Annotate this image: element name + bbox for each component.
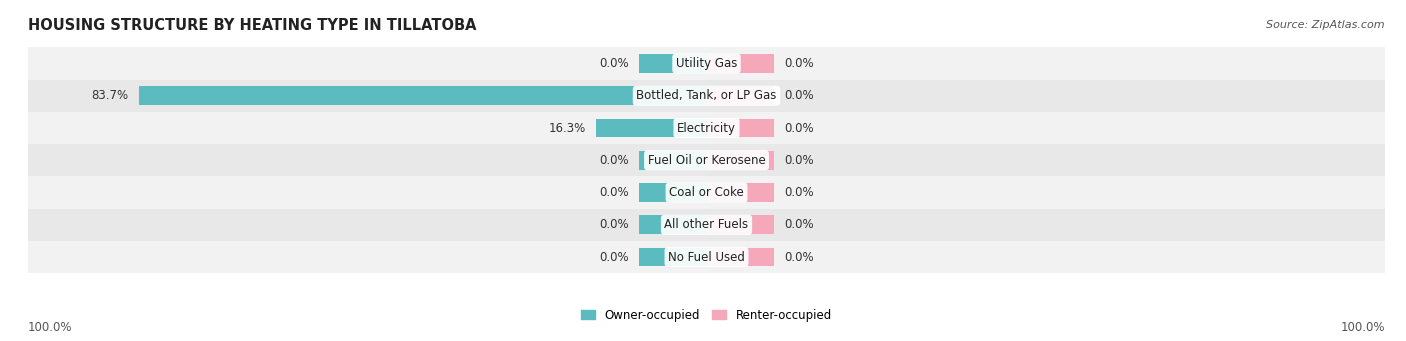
Text: No Fuel Used: No Fuel Used (668, 251, 745, 264)
Text: 0.0%: 0.0% (785, 121, 814, 134)
Bar (638, 248, 707, 266)
Bar (707, 183, 775, 202)
Bar (707, 216, 775, 234)
Text: 0.0%: 0.0% (599, 218, 628, 231)
Bar (28, 209, 1385, 241)
Text: 0.0%: 0.0% (785, 251, 814, 264)
Text: Coal or Coke: Coal or Coke (669, 186, 744, 199)
Bar (28, 80, 1385, 112)
Bar (28, 112, 1385, 144)
Text: Utility Gas: Utility Gas (676, 57, 737, 70)
Bar (638, 183, 707, 202)
Text: 0.0%: 0.0% (599, 154, 628, 167)
Bar (707, 248, 775, 266)
Text: 83.7%: 83.7% (91, 89, 128, 102)
Text: 0.0%: 0.0% (785, 186, 814, 199)
Text: Source: ZipAtlas.com: Source: ZipAtlas.com (1267, 20, 1385, 30)
Text: 0.0%: 0.0% (785, 154, 814, 167)
Text: Electricity: Electricity (678, 121, 735, 134)
Bar (638, 54, 707, 73)
Legend: Owner-occupied, Renter-occupied: Owner-occupied, Renter-occupied (576, 304, 837, 326)
Bar (638, 151, 707, 169)
Bar (707, 151, 775, 169)
Bar (707, 119, 775, 137)
Text: 16.3%: 16.3% (548, 121, 586, 134)
Text: Fuel Oil or Kerosene: Fuel Oil or Kerosene (648, 154, 765, 167)
Bar (28, 144, 1385, 176)
Text: 100.0%: 100.0% (28, 321, 73, 333)
Text: 0.0%: 0.0% (785, 89, 814, 102)
Text: All other Fuels: All other Fuels (665, 218, 748, 231)
Text: 0.0%: 0.0% (599, 57, 628, 70)
Bar (28, 47, 1385, 80)
Bar (707, 86, 775, 105)
Text: 0.0%: 0.0% (599, 186, 628, 199)
Text: HOUSING STRUCTURE BY HEATING TYPE IN TILLATOBA: HOUSING STRUCTURE BY HEATING TYPE IN TIL… (28, 18, 477, 33)
Bar (707, 54, 775, 73)
Text: 0.0%: 0.0% (785, 57, 814, 70)
Text: 0.0%: 0.0% (785, 218, 814, 231)
Bar (638, 216, 707, 234)
Bar (28, 176, 1385, 209)
Bar (139, 86, 707, 105)
Text: 0.0%: 0.0% (599, 251, 628, 264)
Text: 100.0%: 100.0% (1340, 321, 1385, 333)
Bar (596, 119, 707, 137)
Bar (28, 241, 1385, 273)
Text: Bottled, Tank, or LP Gas: Bottled, Tank, or LP Gas (637, 89, 776, 102)
